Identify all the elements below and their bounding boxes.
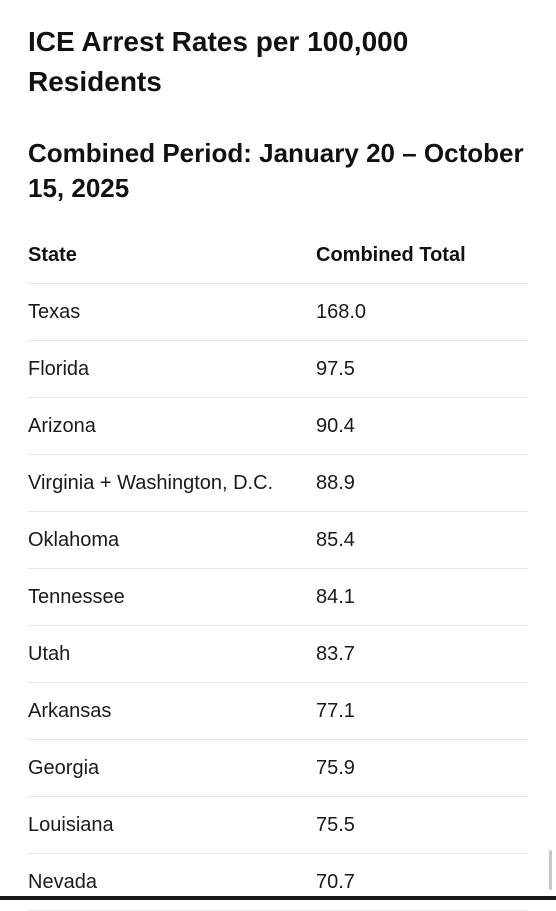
table-row: Oklahoma 85.4 bbox=[28, 511, 528, 569]
table-row: Nevada 70.7 bbox=[28, 853, 528, 911]
table-row: Virginia + Washington, D.C. 88.9 bbox=[28, 454, 528, 512]
bottom-edge-bar bbox=[0, 896, 556, 900]
state-cell: Tennessee bbox=[28, 568, 316, 626]
state-cell: Utah bbox=[28, 625, 316, 683]
scrollbar-thumb[interactable] bbox=[549, 850, 552, 890]
column-header-state: State bbox=[28, 227, 316, 284]
state-cell: Oklahoma bbox=[28, 511, 316, 569]
rate-cell: 70.7 bbox=[316, 853, 528, 911]
rate-cell: 83.7 bbox=[316, 625, 528, 683]
state-cell: Arkansas bbox=[28, 682, 316, 740]
state-cell: Florida bbox=[28, 340, 316, 398]
rate-cell: 84.1 bbox=[316, 568, 528, 626]
rate-cell: 75.9 bbox=[316, 739, 528, 797]
table-row: Tennessee 84.1 bbox=[28, 568, 528, 626]
rate-cell: 88.9 bbox=[316, 454, 528, 512]
rate-cell: 97.5 bbox=[316, 340, 528, 398]
arrest-rates-table: State Combined Total Texas 168.0 Florida… bbox=[28, 227, 528, 911]
state-cell: Georgia bbox=[28, 739, 316, 797]
state-cell: Louisiana bbox=[28, 796, 316, 854]
table-header-row: State Combined Total bbox=[28, 227, 528, 284]
table-subtitle: Combined Period: January 20 – October 15… bbox=[28, 138, 524, 203]
column-header-combined-total: Combined Total bbox=[316, 227, 528, 284]
table-row: Arizona 90.4 bbox=[28, 397, 528, 455]
table-row: Texas 168.0 bbox=[28, 283, 528, 341]
state-cell: Virginia + Washington, D.C. bbox=[28, 454, 316, 512]
state-cell: Nevada bbox=[28, 853, 316, 911]
page-title: ICE Arrest Rates per 100,000 Residents bbox=[28, 26, 409, 97]
table-row: Georgia 75.9 bbox=[28, 739, 528, 797]
rate-cell: 85.4 bbox=[316, 511, 528, 569]
table-row: Florida 97.5 bbox=[28, 340, 528, 398]
rate-cell: 168.0 bbox=[316, 283, 528, 341]
table-row: Louisiana 75.5 bbox=[28, 796, 528, 854]
state-cell: Arizona bbox=[28, 397, 316, 455]
table-row: Utah 83.7 bbox=[28, 625, 528, 683]
state-cell: Texas bbox=[28, 283, 316, 341]
rate-cell: 77.1 bbox=[316, 682, 528, 740]
table-row: Arkansas 77.1 bbox=[28, 682, 528, 740]
rate-cell: 75.5 bbox=[316, 796, 528, 854]
rate-cell: 90.4 bbox=[316, 397, 528, 455]
